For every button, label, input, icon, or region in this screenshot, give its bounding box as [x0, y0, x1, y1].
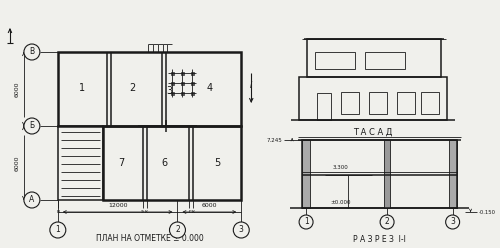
Circle shape	[24, 192, 40, 208]
Circle shape	[380, 215, 394, 229]
Text: 2: 2	[130, 83, 136, 93]
Text: 6000: 6000	[14, 155, 20, 171]
Text: 7.245: 7.245	[266, 137, 282, 143]
Bar	[171, 71, 174, 74]
Text: ±0.000: ±0.000	[330, 200, 351, 205]
Bar	[307, 39, 440, 77]
Text: 1: 1	[56, 225, 60, 235]
Bar	[58, 52, 242, 126]
Bar	[302, 140, 310, 208]
Text: э: э	[141, 209, 144, 214]
Circle shape	[24, 44, 40, 60]
Text: 2: 2	[175, 225, 180, 235]
Bar	[171, 92, 174, 94]
Bar	[102, 126, 242, 200]
Bar	[384, 140, 390, 208]
Circle shape	[234, 222, 249, 238]
Bar	[365, 52, 405, 69]
Bar	[181, 71, 184, 74]
Text: 2: 2	[384, 217, 390, 226]
Text: Р А З Р Е З  I-I: Р А З Р Е З I-I	[353, 235, 406, 244]
Text: 1: 1	[304, 217, 308, 226]
Circle shape	[170, 222, 186, 238]
Bar	[299, 77, 446, 120]
Bar	[448, 140, 456, 208]
Bar	[191, 71, 194, 74]
Bar	[181, 82, 184, 85]
Bar	[315, 52, 355, 69]
Circle shape	[24, 118, 40, 134]
Text: 4: 4	[206, 83, 212, 93]
Text: к: к	[145, 209, 148, 214]
Bar	[369, 92, 387, 114]
Bar	[397, 92, 415, 114]
Text: А: А	[30, 195, 35, 205]
Text: к: к	[192, 209, 195, 214]
Text: 3.300: 3.300	[333, 165, 348, 170]
Text: -0.150: -0.150	[478, 210, 496, 215]
Bar	[317, 93, 331, 120]
Text: в: в	[56, 209, 59, 214]
Text: 3: 3	[239, 225, 244, 235]
Bar	[171, 82, 174, 85]
Text: 12000: 12000	[108, 203, 128, 208]
Text: 1: 1	[78, 83, 85, 93]
Text: г: г	[188, 209, 191, 214]
Circle shape	[50, 222, 66, 238]
Bar	[341, 92, 359, 114]
Text: Б: Б	[30, 122, 35, 130]
Text: 5: 5	[214, 158, 220, 168]
Text: 6: 6	[162, 158, 168, 168]
Bar	[181, 92, 184, 94]
Text: В: В	[30, 48, 35, 57]
Bar	[420, 92, 438, 114]
Bar	[58, 126, 102, 200]
Text: 6000: 6000	[202, 203, 217, 208]
Circle shape	[446, 215, 460, 229]
Text: ПЛАН НА ОТМЕТКЕ ± 0.000: ПЛАН НА ОТМЕТКЕ ± 0.000	[96, 234, 204, 243]
Text: 3: 3	[450, 217, 455, 226]
Bar	[191, 92, 194, 94]
Text: Τ А С А Д: Τ А С А Д	[353, 128, 393, 137]
Bar	[191, 82, 194, 85]
Text: 6000: 6000	[14, 81, 20, 97]
Text: 3: 3	[166, 86, 172, 96]
Bar	[302, 140, 456, 208]
Circle shape	[299, 215, 313, 229]
Text: 7: 7	[118, 158, 125, 168]
Text: I: I	[250, 82, 252, 91]
